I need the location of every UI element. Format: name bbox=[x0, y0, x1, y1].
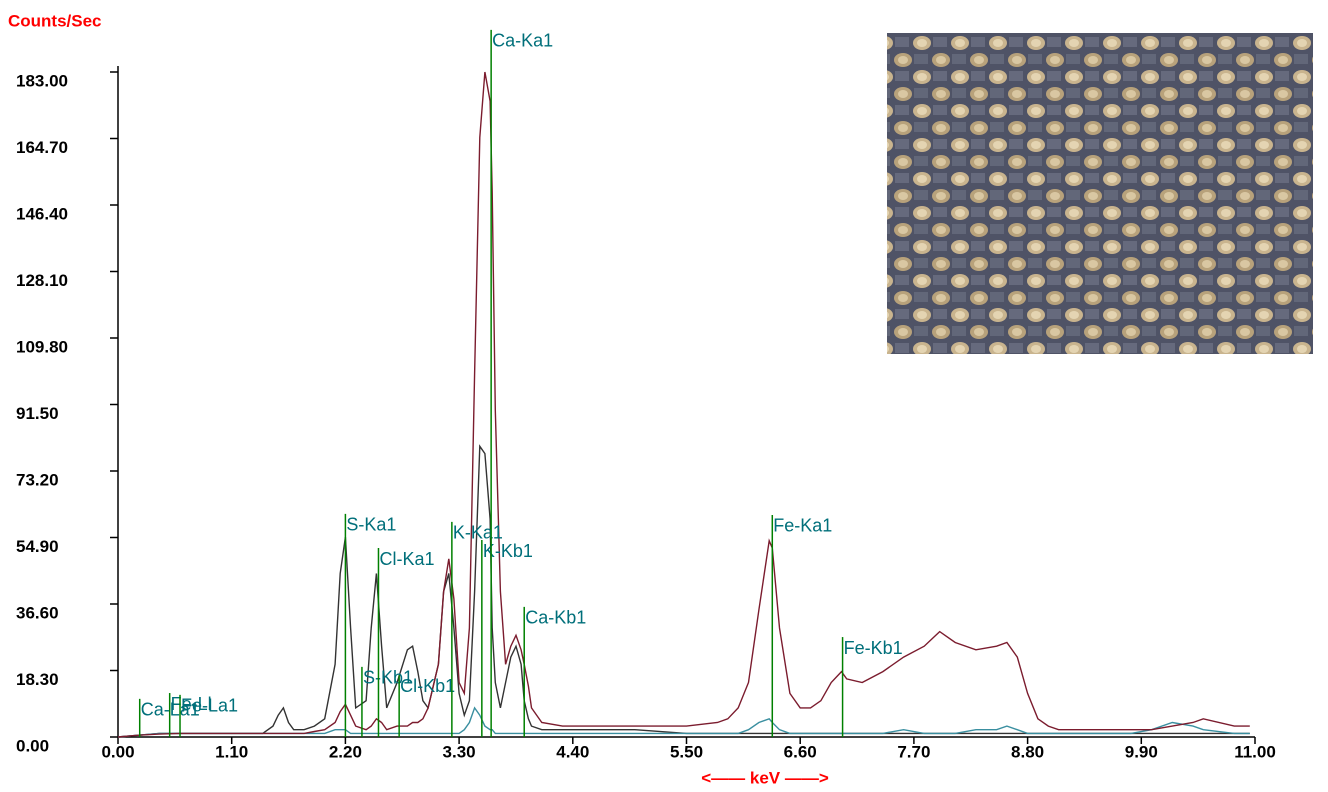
peak-label: S-Ka1 bbox=[346, 515, 396, 535]
x-tick-label: 3.30 bbox=[443, 742, 476, 761]
y-tick-label: 18.30 bbox=[16, 670, 59, 689]
x-tick-label: 4.40 bbox=[556, 742, 589, 761]
peak-label: Ca-Ka1 bbox=[492, 31, 553, 51]
y-tick-label: 73.20 bbox=[16, 470, 59, 489]
specimen-image bbox=[887, 33, 1313, 354]
y-tick-label: 164.70 bbox=[16, 138, 68, 157]
peak-label: Cl-Ka1 bbox=[379, 549, 434, 569]
y-tick-label: 91.50 bbox=[16, 404, 59, 423]
x-tick-label: 11.00 bbox=[1234, 742, 1276, 761]
y-tick-label: 36.60 bbox=[16, 603, 59, 622]
y-tick-label: 128.10 bbox=[16, 271, 68, 290]
x-tick-label: 7.70 bbox=[897, 742, 930, 761]
x-tick-label: 5.50 bbox=[670, 742, 703, 761]
x-tick-label: 0.00 bbox=[101, 742, 134, 761]
spectrum-line bbox=[117, 444, 1250, 738]
peak-label: K-Kb1 bbox=[483, 541, 533, 561]
peak-label: Cl-Kb1 bbox=[400, 676, 455, 696]
peak-label: Fe-Ka1 bbox=[773, 516, 832, 536]
x-tick-label: 8.80 bbox=[1011, 742, 1044, 761]
y-tick-label: 146.40 bbox=[16, 204, 68, 223]
x-tick-label: 2.20 bbox=[329, 742, 362, 761]
y-tick-label: 109.80 bbox=[16, 337, 68, 356]
spectrum-line bbox=[117, 71, 1250, 738]
y-tick-label: 183.00 bbox=[16, 71, 68, 90]
peak-label: K-Ka1 bbox=[453, 523, 503, 543]
x-axis-title: <—— keV ——> bbox=[701, 768, 829, 787]
y-tick-label: 54.90 bbox=[16, 537, 59, 556]
peak-label: Fe-Ll bbox=[171, 694, 212, 714]
y-tick-label: 0.00 bbox=[16, 736, 49, 755]
y-axis-title: Counts/Sec bbox=[8, 11, 102, 30]
peak-label: Fe-La1 bbox=[181, 696, 238, 716]
peak-label: Ca-Kb1 bbox=[525, 608, 586, 628]
peak-label: Fe-Kb1 bbox=[844, 638, 903, 658]
spectrum-line bbox=[117, 706, 1250, 738]
x-tick-label: 6.60 bbox=[784, 742, 817, 761]
x-tick-label: 1.10 bbox=[215, 742, 248, 761]
peak-label: S-Kb1 bbox=[363, 668, 413, 688]
x-tick-label: 9.90 bbox=[1125, 742, 1158, 761]
